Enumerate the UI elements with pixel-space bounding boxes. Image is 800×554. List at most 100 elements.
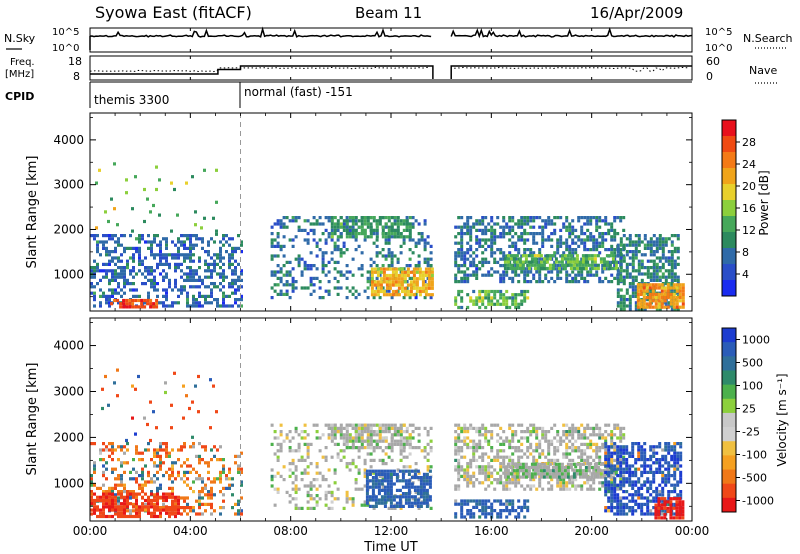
data-cell <box>132 477 135 481</box>
data-cell <box>613 248 617 252</box>
data-cell <box>533 257 537 261</box>
data-cell <box>312 276 316 280</box>
data-cell <box>330 494 334 498</box>
data-cell <box>345 436 349 440</box>
data-cell <box>176 213 179 217</box>
data-cell <box>309 228 313 232</box>
data-cell <box>496 478 500 482</box>
data-cell <box>517 449 521 453</box>
data-cell <box>405 426 409 430</box>
data-cell <box>496 449 500 453</box>
data-cell <box>493 235 497 239</box>
data-cell <box>315 267 319 271</box>
data-cell <box>457 251 461 255</box>
data-cell <box>170 426 173 430</box>
data-cell <box>616 232 620 236</box>
data-cell <box>670 259 674 263</box>
data-cell <box>102 240 105 244</box>
data-cell <box>345 433 349 437</box>
data-cell <box>156 464 159 468</box>
data-cell <box>481 238 485 242</box>
data-cell <box>90 291 93 295</box>
data-cell <box>183 253 186 257</box>
data-cell <box>562 439 566 443</box>
data-cell <box>294 235 298 239</box>
data-cell <box>354 478 358 482</box>
data-cell <box>499 232 503 236</box>
data-cell <box>276 241 280 245</box>
data-cell <box>379 286 383 290</box>
data-cell <box>369 426 373 430</box>
data-cell <box>595 468 599 472</box>
data-cell <box>114 291 117 295</box>
data-cell <box>300 506 304 510</box>
data-cell <box>183 461 186 465</box>
data-cell <box>487 289 491 294</box>
data-cell <box>586 436 590 440</box>
data-cell <box>655 256 659 260</box>
data-cell <box>421 273 425 278</box>
data-cell <box>457 232 461 236</box>
data-cell <box>407 472 411 476</box>
data-cell <box>327 219 331 223</box>
data-cell <box>423 280 427 284</box>
data-cell <box>126 509 129 513</box>
data-cell <box>460 446 464 450</box>
data-cell <box>168 266 171 270</box>
data-cell <box>581 263 585 267</box>
data-cell <box>598 436 602 440</box>
data-cell <box>345 462 349 466</box>
data-cell <box>333 222 337 226</box>
data-cell <box>655 262 659 266</box>
data-cell <box>423 241 427 245</box>
data-cell <box>189 269 192 273</box>
data-cell <box>372 430 376 434</box>
data-cell <box>521 266 525 271</box>
data-cell <box>126 246 129 250</box>
data-cell <box>565 260 569 264</box>
data-cell <box>150 246 153 250</box>
data-cell <box>568 248 572 252</box>
data-cell <box>327 484 331 488</box>
data-cell <box>568 244 572 248</box>
data-cell <box>463 471 467 475</box>
data-cell <box>611 254 615 258</box>
data-cell <box>297 257 301 261</box>
data-cell <box>282 283 286 287</box>
data-cell <box>132 256 135 260</box>
data-cell <box>565 248 569 252</box>
data-cell <box>237 467 240 471</box>
data-cell <box>409 293 413 297</box>
data-cell <box>306 500 310 504</box>
colorbar-segment <box>722 184 736 201</box>
data-cell <box>152 302 156 306</box>
data-cell <box>174 495 177 499</box>
data-cell <box>590 260 594 264</box>
data-cell <box>225 275 228 279</box>
data-cell <box>631 240 635 244</box>
data-cell <box>270 244 274 248</box>
data-cell <box>466 257 470 261</box>
data-cell <box>375 423 379 427</box>
data-cell <box>596 475 600 479</box>
data-cell <box>303 264 307 268</box>
data-cell <box>405 430 409 434</box>
data-cell <box>544 254 548 258</box>
data-cell <box>372 260 376 264</box>
data-cell <box>336 452 340 456</box>
data-cell <box>646 298 650 302</box>
data-cell <box>159 506 162 510</box>
data-cell <box>578 263 582 267</box>
data-cell <box>619 278 623 282</box>
data-cell <box>141 262 144 266</box>
data-cell <box>138 240 141 244</box>
data-cell <box>141 470 144 474</box>
data-cell <box>517 219 521 223</box>
data-cell <box>123 514 126 519</box>
data-cell <box>108 262 111 266</box>
data-cell <box>619 506 623 510</box>
data-cell <box>201 496 204 500</box>
data-cell <box>213 269 216 273</box>
data-cell <box>424 270 428 274</box>
data-cell <box>297 264 301 268</box>
